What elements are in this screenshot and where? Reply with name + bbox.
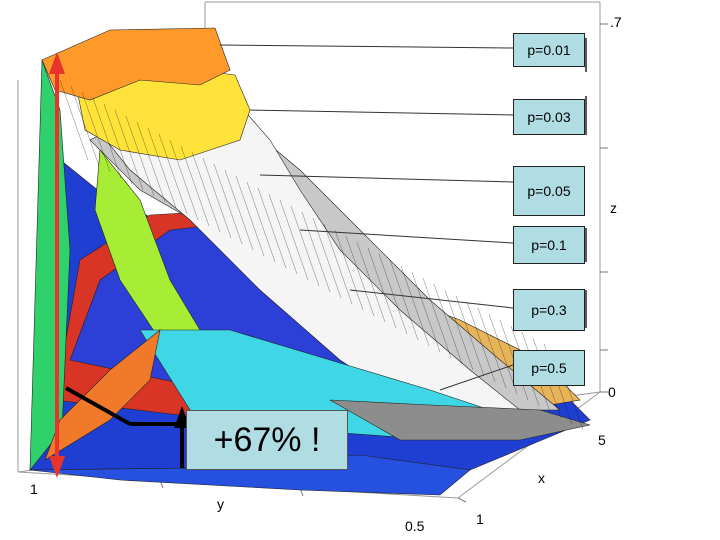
- mesh-line: [59, 79, 89, 161]
- mesh-line: [356, 241, 386, 323]
- x-tick-min: 1: [476, 511, 484, 527]
- red-arrow: [49, 52, 65, 478]
- x-axis-label: x: [538, 470, 545, 486]
- legend-p01: p=0.1: [513, 226, 585, 264]
- y-tick-max: 1: [30, 481, 38, 497]
- mesh-line: [268, 193, 298, 275]
- mesh-line: [455, 295, 485, 377]
- x-tick-max: 5: [598, 432, 606, 448]
- y-tick-mid: 0.5: [405, 518, 425, 534]
- mesh-line: [389, 259, 419, 341]
- mesh-line: [257, 187, 287, 269]
- z-tick-min: 0: [608, 384, 616, 400]
- mesh-line: [70, 85, 100, 167]
- mesh-line: [224, 169, 254, 251]
- mesh-line: [279, 199, 309, 281]
- mesh-line: [477, 307, 507, 389]
- mesh-line: [180, 145, 210, 227]
- mesh-line: [136, 121, 166, 203]
- mesh-line: [367, 247, 397, 329]
- mesh-line: [400, 265, 430, 347]
- legend-leaders: [219, 44, 514, 391]
- mesh-line: [411, 271, 441, 353]
- black-arrow: [65, 386, 190, 468]
- mesh-line: [466, 301, 496, 383]
- mesh-line: [290, 205, 320, 287]
- surface-grey-low: [329, 399, 591, 441]
- mesh-line: [169, 139, 199, 221]
- legend-p003: p=0.03: [513, 99, 585, 135]
- y-axis-label: y: [217, 496, 224, 512]
- z-axis-label: z: [610, 200, 617, 216]
- mesh-line: [81, 91, 111, 173]
- z-tick-max: .7: [610, 14, 622, 30]
- mesh-line: [488, 313, 518, 395]
- mesh-line: [345, 235, 375, 317]
- mesh-line: [301, 211, 331, 293]
- mesh-line: [191, 151, 221, 233]
- mesh-line: [422, 277, 452, 359]
- mesh-line: [246, 181, 276, 263]
- mesh-line: [323, 223, 353, 305]
- surface-orange-low: [44, 329, 161, 461]
- annotation-callout: +67% !: [186, 410, 348, 470]
- mesh-line: [114, 109, 144, 191]
- mesh-line: [378, 253, 408, 335]
- mesh-line: [235, 175, 265, 257]
- surface-p001: [41, 27, 231, 101]
- mesh-line: [444, 289, 474, 371]
- legend-p03: p=0.3: [513, 289, 585, 331]
- legend-p001: p=0.01: [513, 33, 585, 67]
- mesh-line: [433, 283, 463, 365]
- mesh-line: [158, 133, 188, 215]
- legend-p05: p=0.5: [513, 350, 585, 386]
- legend-p005: p=0.05: [513, 166, 585, 216]
- mesh-line: [202, 157, 232, 239]
- mesh-line: [147, 127, 177, 209]
- mesh-line: [92, 97, 122, 179]
- mesh-line: [103, 103, 133, 185]
- mesh-line: [125, 115, 155, 197]
- mesh-line: [213, 163, 243, 245]
- mesh-line: [334, 229, 364, 311]
